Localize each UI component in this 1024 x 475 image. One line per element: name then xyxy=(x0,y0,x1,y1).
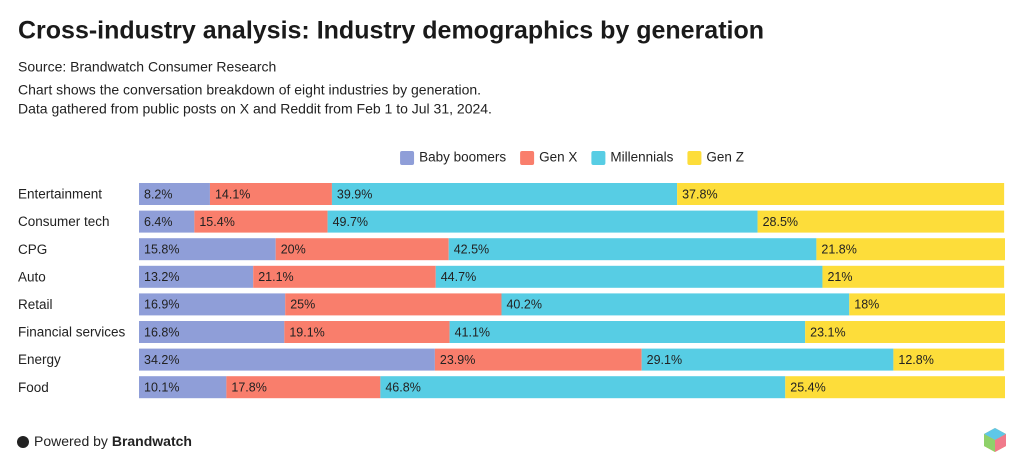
brand-logo xyxy=(984,428,1006,452)
bar-segment xyxy=(331,183,678,205)
bar-segment xyxy=(893,348,1005,371)
bar-segment xyxy=(677,183,1005,205)
bar-segment xyxy=(435,265,823,288)
bar-segment xyxy=(805,321,1005,343)
bar-segment xyxy=(139,348,435,371)
bar-segment xyxy=(139,321,285,343)
value-label: 49.7% xyxy=(333,215,368,229)
value-label: 21.1% xyxy=(258,270,293,284)
value-label: 20% xyxy=(281,242,306,256)
value-label: 39.9% xyxy=(337,187,372,201)
value-label: 34.2% xyxy=(144,353,179,367)
bar-segment xyxy=(253,265,436,288)
bar-segment xyxy=(226,376,381,399)
bar-segment xyxy=(816,238,1005,261)
value-label: 40.2% xyxy=(506,298,541,312)
value-label: 12.8% xyxy=(898,353,933,367)
value-label: 14.1% xyxy=(215,187,250,201)
legend-swatch xyxy=(400,151,415,165)
value-label: 15.4% xyxy=(199,215,234,229)
bar-segment xyxy=(448,238,817,261)
footer-prefix: Powered by xyxy=(34,433,108,449)
value-label: 13.2% xyxy=(144,270,179,284)
value-label: 15.8% xyxy=(144,242,179,256)
bar-segment xyxy=(139,265,254,288)
value-label: 28.5% xyxy=(763,215,798,229)
legend-label: Millennials xyxy=(610,150,673,165)
bar-segment xyxy=(194,210,328,233)
bar-segment xyxy=(757,210,1005,233)
footer-brand: Brandwatch xyxy=(112,433,192,449)
category-label: Energy xyxy=(18,352,61,367)
value-label: 25% xyxy=(290,298,315,312)
value-label: 16.9% xyxy=(144,298,179,312)
bar-segment xyxy=(380,376,786,399)
value-label: 6.4% xyxy=(144,215,173,229)
category-label: CPG xyxy=(18,242,47,257)
bar-segment xyxy=(641,348,894,371)
legend: Baby boomers Gen X Millennials Gen Z xyxy=(400,150,744,165)
category-label: Consumer tech xyxy=(18,214,110,229)
category-label: Retail xyxy=(18,297,53,312)
legend-swatch xyxy=(591,151,606,165)
value-label: 21% xyxy=(827,270,852,284)
legend-label: Gen Z xyxy=(706,150,744,165)
bar-segment xyxy=(434,348,642,371)
category-label: Financial services xyxy=(18,325,126,340)
bar-segment xyxy=(284,321,450,343)
value-label: 29.1% xyxy=(647,353,682,367)
bar-segment xyxy=(785,376,1005,399)
value-label: 37.8% xyxy=(682,187,717,201)
value-label: 17.8% xyxy=(231,380,266,394)
value-label: 44.7% xyxy=(441,270,476,284)
value-label: 25.4% xyxy=(790,380,825,394)
plot: Entertainment 8.2% 14.1% 39.9% 37.8% Consumer… xyxy=(18,183,1005,399)
value-label: 23.9% xyxy=(440,353,475,367)
bar-segment xyxy=(822,265,1005,288)
value-label: 10.1% xyxy=(144,380,179,394)
bar-segment xyxy=(449,321,806,343)
chart-title: Cross-industry analysis: Industry demogr… xyxy=(18,17,764,45)
category-label: Auto xyxy=(18,269,46,284)
value-label: 46.8% xyxy=(385,380,420,394)
bar-segment xyxy=(501,293,850,316)
bar-segment xyxy=(139,293,286,316)
bar-segment xyxy=(139,238,276,261)
subtitle-line: Chart shows the conversation breakdown o… xyxy=(18,82,481,98)
footer-dot xyxy=(17,436,29,448)
value-label: 16.8% xyxy=(144,325,179,339)
category-label: Entertainment xyxy=(18,187,102,202)
bar-segment xyxy=(139,376,227,399)
bar-segment xyxy=(139,210,195,233)
legend-swatch xyxy=(687,151,702,165)
source: Source: Brandwatch Consumer Research xyxy=(18,59,276,75)
value-label: 19.1% xyxy=(289,325,324,339)
bar-segment xyxy=(849,293,1005,316)
legend-swatch xyxy=(520,151,535,165)
legend-label: Baby boomers xyxy=(419,150,506,165)
value-label: 21.8% xyxy=(821,242,856,256)
bar-segment xyxy=(285,293,502,316)
bar-segment xyxy=(209,183,332,205)
footer: Powered by Brandwatch xyxy=(34,433,192,449)
subtitle-line: Data gathered from public posts on X and… xyxy=(18,101,492,117)
bar-segment xyxy=(327,210,758,233)
legend-label: Gen X xyxy=(539,150,577,165)
value-label: 41.1% xyxy=(455,325,490,339)
value-label: 23.1% xyxy=(810,325,845,339)
value-label: 42.5% xyxy=(454,242,489,256)
bar-segment xyxy=(275,238,449,261)
bar-segment xyxy=(139,183,210,205)
value-label: 8.2% xyxy=(144,187,173,201)
category-label: Food xyxy=(18,380,49,395)
value-label: 18% xyxy=(854,298,879,312)
